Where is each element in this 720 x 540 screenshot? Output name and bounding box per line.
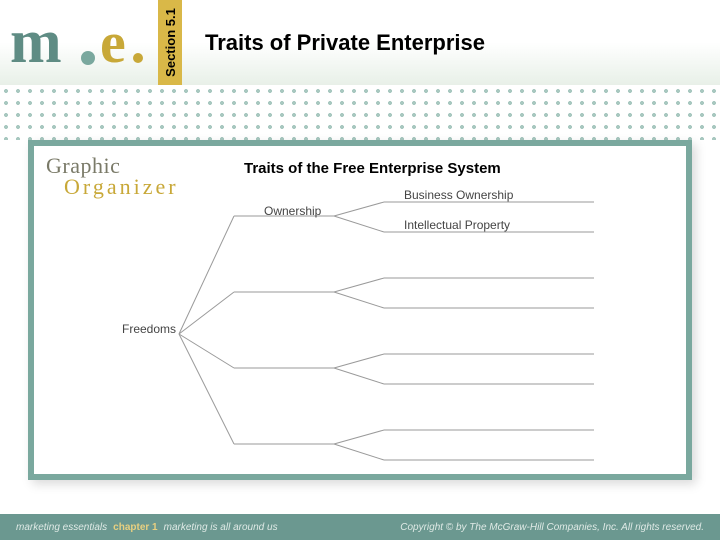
section-label: Section 5.1 (163, 8, 178, 77)
footer-brand: marketing essentials (16, 522, 107, 533)
footer-left: marketing essentials chapter 1 marketing… (16, 522, 278, 533)
dotted-band (0, 85, 720, 140)
node-root: Freedoms (122, 322, 176, 336)
page-title: Traits of Private Enterprise (205, 30, 485, 56)
me-logo-svg: m e (8, 8, 148, 78)
logo: m e (0, 0, 155, 85)
footer-chapter: chapter 1 (113, 522, 157, 533)
svg-text:e: e (100, 10, 126, 75)
node-bizown: Business Ownership (404, 188, 513, 202)
footer-tagline: marketing is all around us (164, 522, 278, 533)
footer: marketing essentials chapter 1 marketing… (0, 514, 720, 540)
node-ownership: Ownership (264, 204, 321, 218)
section-tab: Section 5.1 (158, 0, 182, 85)
footer-copyright: Copyright © by The McGraw-Hill Companies… (400, 522, 704, 533)
svg-text:m: m (10, 8, 62, 76)
content-frame: Graphic Organizer Traits of the Free Ent… (28, 140, 692, 480)
header: m e Section 5.1 Traits of Private Enterp… (0, 0, 720, 85)
content-title: Traits of the Free Enterprise System (244, 160, 501, 177)
node-ip: Intellectual Property (404, 218, 510, 232)
